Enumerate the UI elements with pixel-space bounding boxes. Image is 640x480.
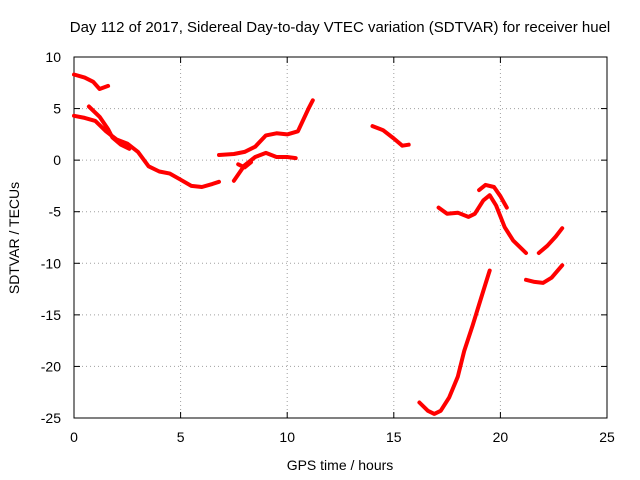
y-tick-label: -25: [41, 410, 61, 426]
series-track-9: [477, 182, 509, 210]
y-tick-label: -5: [49, 204, 62, 220]
data-series: [72, 72, 565, 416]
y-tick-label: -15: [41, 307, 61, 323]
y-tick-label: -20: [41, 358, 61, 374]
series-track-7: [370, 124, 411, 148]
chart-title: Day 112 of 2017, Sidereal Day-to-day VTE…: [70, 19, 611, 36]
series-track-10: [417, 268, 492, 416]
series-track-6: [236, 160, 253, 170]
grid-lines: [74, 57, 607, 418]
y-tick-label: -10: [41, 255, 61, 271]
plot-frame: [73, 56, 608, 419]
series-track-12: [536, 226, 565, 255]
y-tick-label: 0: [53, 152, 61, 168]
series-track-1: [72, 72, 111, 91]
series-track-8: [436, 193, 528, 255]
x-tick-label: 20: [493, 429, 509, 445]
series-track-3: [86, 104, 132, 151]
x-tick-label: 5: [177, 429, 185, 445]
y-tick-label: 10: [45, 49, 61, 65]
x-tick-label: 15: [386, 429, 402, 445]
y-axis-ticks: 10 5 0 -5 -10 -15 -20 -25: [41, 49, 607, 426]
series-track-2: [72, 113, 221, 189]
x-axis-ticks: 0 5 10 15 20 25: [70, 57, 615, 445]
y-axis-label: SDTVAR / TECUs: [6, 182, 22, 294]
x-tick-label: 10: [279, 429, 295, 445]
x-tick-label: 0: [70, 429, 78, 445]
series-track-11: [524, 263, 565, 285]
y-tick-label: 5: [53, 101, 61, 117]
x-tick-label: 25: [599, 429, 615, 445]
series-track-4: [217, 98, 315, 157]
x-axis-label: GPS time / hours: [287, 457, 394, 473]
